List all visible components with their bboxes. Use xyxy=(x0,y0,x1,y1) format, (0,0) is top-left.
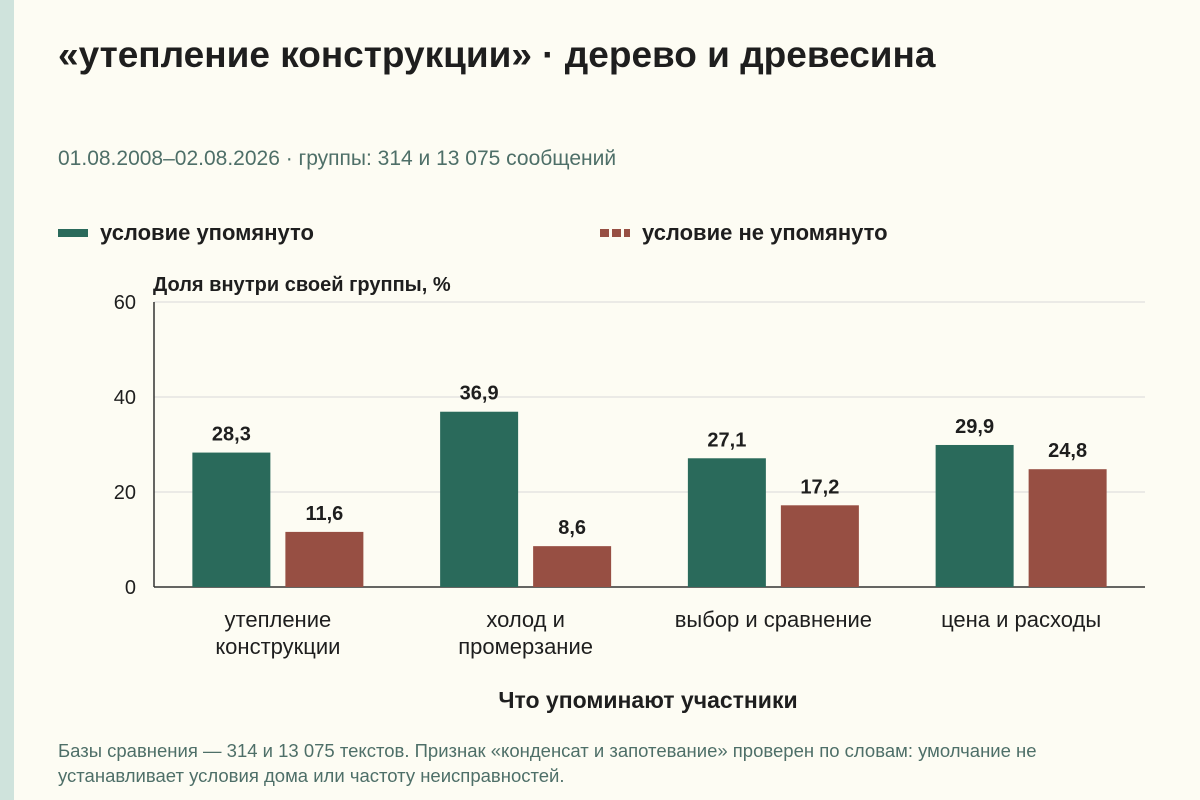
y-tick-label: 60 xyxy=(114,292,136,314)
chart-title: «утепление конструкции» · дерево и древе… xyxy=(58,34,936,75)
legend-label-mentioned: условие упомянуто xyxy=(100,220,314,245)
bars xyxy=(192,411,1107,587)
x-category-label: промерзание xyxy=(458,634,593,659)
y-axis-title: Доля внутри своей группы, % xyxy=(153,274,451,296)
left-accent-strip xyxy=(0,0,14,800)
bar-not-mentioned xyxy=(1028,469,1107,587)
legend-item-not-mentioned: условие не упомянуто xyxy=(600,220,888,246)
x-category-label: холод и xyxy=(486,607,565,632)
x-category-label: конструкции xyxy=(215,634,340,659)
bar-value-label: 11,6 xyxy=(305,503,343,525)
bar-value-label: 17,2 xyxy=(800,476,839,498)
bar-chart: Доля внутри своей группы, % 0 20 40 60 28,3 1… xyxy=(114,274,1145,713)
bar-not-mentioned xyxy=(533,546,612,587)
x-category-label: выбор и сравнение xyxy=(675,607,872,632)
bar-mentioned xyxy=(440,411,519,587)
bar-value-label: 29,9 xyxy=(955,416,994,438)
y-tick-label: 20 xyxy=(114,482,136,504)
y-tick-label: 40 xyxy=(114,387,136,409)
bar-value-label: 27,1 xyxy=(707,429,746,451)
bar-mentioned xyxy=(935,444,1014,587)
bar-value-label: 8,6 xyxy=(558,517,586,539)
bar-value-label: 36,9 xyxy=(460,383,499,405)
legend-label-not-mentioned: условие не упомянуто xyxy=(642,220,888,245)
legend-item-mentioned: условие упомянуто xyxy=(58,220,314,246)
legend-swatch-not-mentioned xyxy=(600,229,630,237)
bar-not-mentioned xyxy=(285,531,364,587)
y-tick-label: 0 xyxy=(125,577,136,599)
x-category-label: утепление xyxy=(225,607,332,632)
x-axis-title: Что упоминают участники xyxy=(498,687,797,713)
footnote: Базы сравнения — 314 и 13 075 текстов. П… xyxy=(58,740,1037,786)
legend-swatch-mentioned xyxy=(58,229,88,237)
bar-value-label: 28,3 xyxy=(212,424,251,446)
bar-mentioned xyxy=(192,452,271,587)
bar-value-label: 24,8 xyxy=(1048,440,1087,462)
chart-subtitle: 01.08.2008–02.08.2026 · группы: 314 и 13… xyxy=(58,147,617,170)
x-category-label: цена и расходы xyxy=(941,607,1101,632)
bar-mentioned xyxy=(687,458,766,587)
bar-not-mentioned xyxy=(780,505,859,587)
